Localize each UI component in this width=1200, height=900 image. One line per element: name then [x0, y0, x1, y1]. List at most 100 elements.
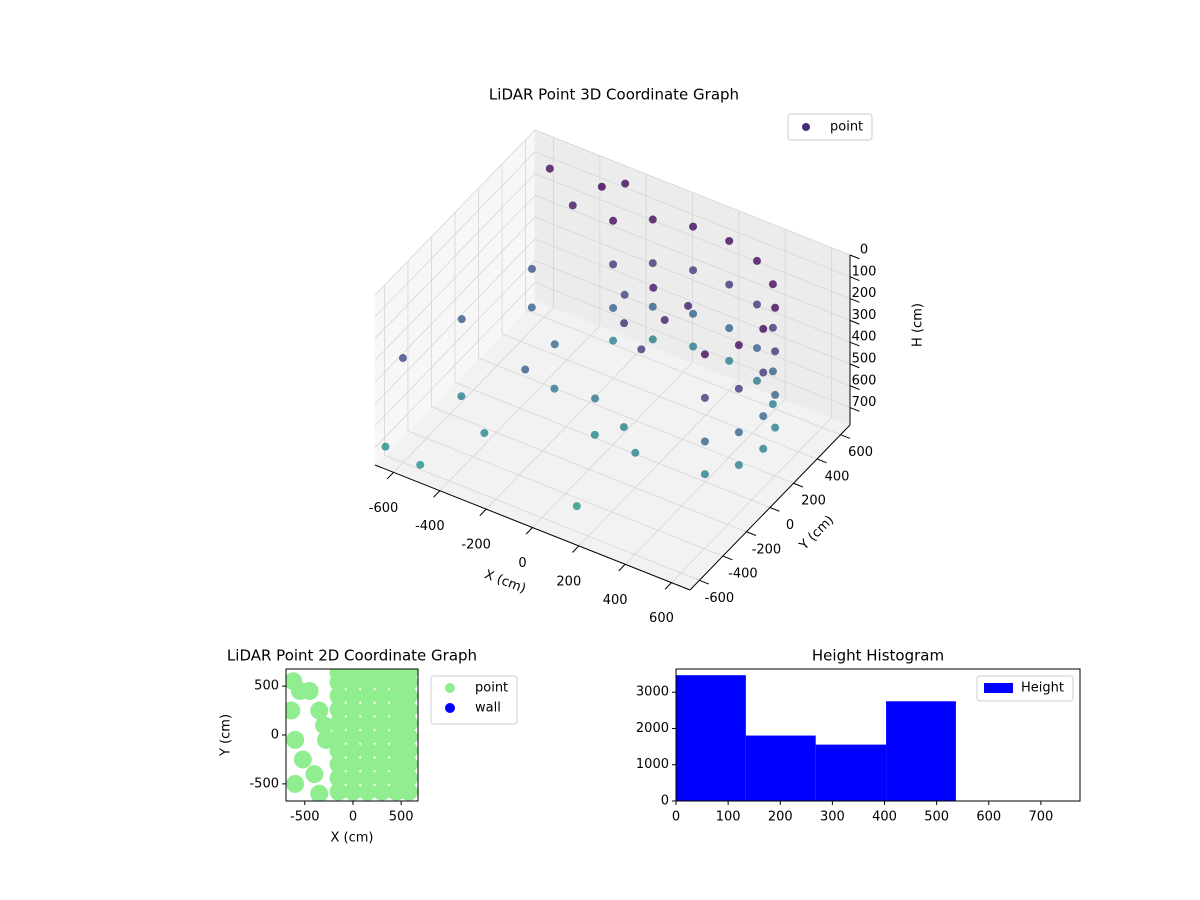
- point: [734, 384, 743, 393]
- chart-title: Height Histogram: [812, 647, 944, 665]
- point: [700, 437, 709, 446]
- point: [609, 303, 618, 312]
- point: [771, 303, 780, 312]
- grid-line: [374, 195, 536, 361]
- tick-mark: [816, 458, 827, 464]
- point: [550, 340, 559, 349]
- point: [700, 393, 709, 402]
- grid-line: [534, 238, 851, 365]
- point: [609, 216, 618, 225]
- tick-mark: [386, 472, 394, 480]
- point: [343, 741, 362, 760]
- x-tick-label: -600: [369, 501, 399, 516]
- point: [568, 201, 577, 210]
- point: [372, 700, 391, 719]
- grid-line: [525, 309, 841, 436]
- point: [399, 782, 418, 801]
- x-tick-label: -500: [290, 810, 320, 825]
- point: [372, 686, 391, 705]
- point: [480, 429, 489, 438]
- point: [343, 686, 362, 705]
- point: [700, 350, 709, 359]
- point: [399, 714, 418, 733]
- tick-mark: [722, 555, 733, 561]
- x-axis-label: X (cm): [482, 567, 528, 596]
- point: [620, 319, 629, 328]
- tick-mark: [699, 579, 710, 585]
- x-tick-label: 0: [349, 810, 357, 825]
- tick-mark: [793, 482, 804, 488]
- point: [725, 324, 734, 333]
- point: [329, 755, 348, 774]
- point: [416, 460, 425, 469]
- tick-mark: [849, 276, 860, 282]
- chart-title: LiDAR Point 3D Coordinate Graph: [489, 86, 739, 104]
- z-tick-label: 0: [860, 243, 868, 258]
- tick-mark: [849, 385, 860, 390]
- point: [590, 430, 599, 439]
- point: [648, 259, 657, 268]
- x-tick-label: 500: [924, 810, 949, 825]
- x-tick-label: -200: [461, 538, 491, 553]
- point: [343, 669, 362, 682]
- point: [329, 769, 348, 788]
- y-tick-label: 0: [661, 794, 669, 809]
- point: [649, 283, 658, 292]
- point: [768, 323, 777, 332]
- x-tick-label: 0: [518, 556, 526, 571]
- tick-mark: [769, 507, 780, 512]
- grid-line: [374, 173, 536, 339]
- grid-line: [374, 260, 536, 427]
- tick-mark: [664, 582, 672, 590]
- tick-mark: [525, 527, 533, 535]
- tick-mark: [849, 363, 860, 369]
- grid-line: [374, 129, 536, 296]
- bar: [815, 744, 887, 801]
- point: [310, 784, 329, 801]
- point: [329, 669, 348, 682]
- point: [286, 730, 305, 749]
- grid-line: [407, 430, 724, 557]
- tick-mark: [840, 434, 851, 439]
- z-tick-label: 400: [852, 330, 877, 345]
- grid-line: [534, 216, 851, 343]
- point: [399, 769, 418, 788]
- grid-line: [534, 173, 851, 299]
- point: [725, 236, 734, 245]
- x-tick-label: 200: [556, 574, 581, 589]
- grid-line: [454, 382, 771, 508]
- bar: [886, 701, 956, 801]
- grid-line: [374, 151, 536, 318]
- point: [329, 741, 348, 760]
- chart-title: LiDAR Point 2D Coordinate Graph: [227, 647, 477, 665]
- legend-box: [787, 113, 873, 141]
- point: [768, 400, 777, 409]
- x-tick-label: 300: [820, 810, 845, 825]
- point: [631, 448, 640, 457]
- point: [527, 264, 536, 273]
- x-tick-label: -400: [415, 519, 445, 534]
- y-tick-label: 400: [825, 469, 850, 484]
- point: [387, 727, 406, 746]
- tick-mark: [572, 545, 580, 553]
- y-tick-label: 0: [271, 728, 279, 743]
- y-axis-line: [689, 424, 851, 591]
- tick-mark: [433, 490, 441, 498]
- point: [343, 714, 362, 733]
- point: [358, 714, 377, 733]
- legend-label: point: [830, 120, 863, 135]
- y-axis-label: Y (cm): [796, 513, 837, 554]
- point: [358, 669, 377, 682]
- point: [343, 782, 362, 801]
- point: [771, 347, 780, 356]
- tick-mark: [479, 508, 487, 517]
- grid-line: [534, 129, 851, 256]
- x-tick-label: 100: [716, 810, 741, 825]
- y-tick-label: 200: [801, 494, 826, 509]
- bar: [676, 675, 746, 801]
- point: [343, 727, 362, 746]
- point: [689, 342, 698, 351]
- point: [329, 686, 348, 705]
- legend-label: point: [475, 681, 508, 696]
- point: [358, 727, 377, 746]
